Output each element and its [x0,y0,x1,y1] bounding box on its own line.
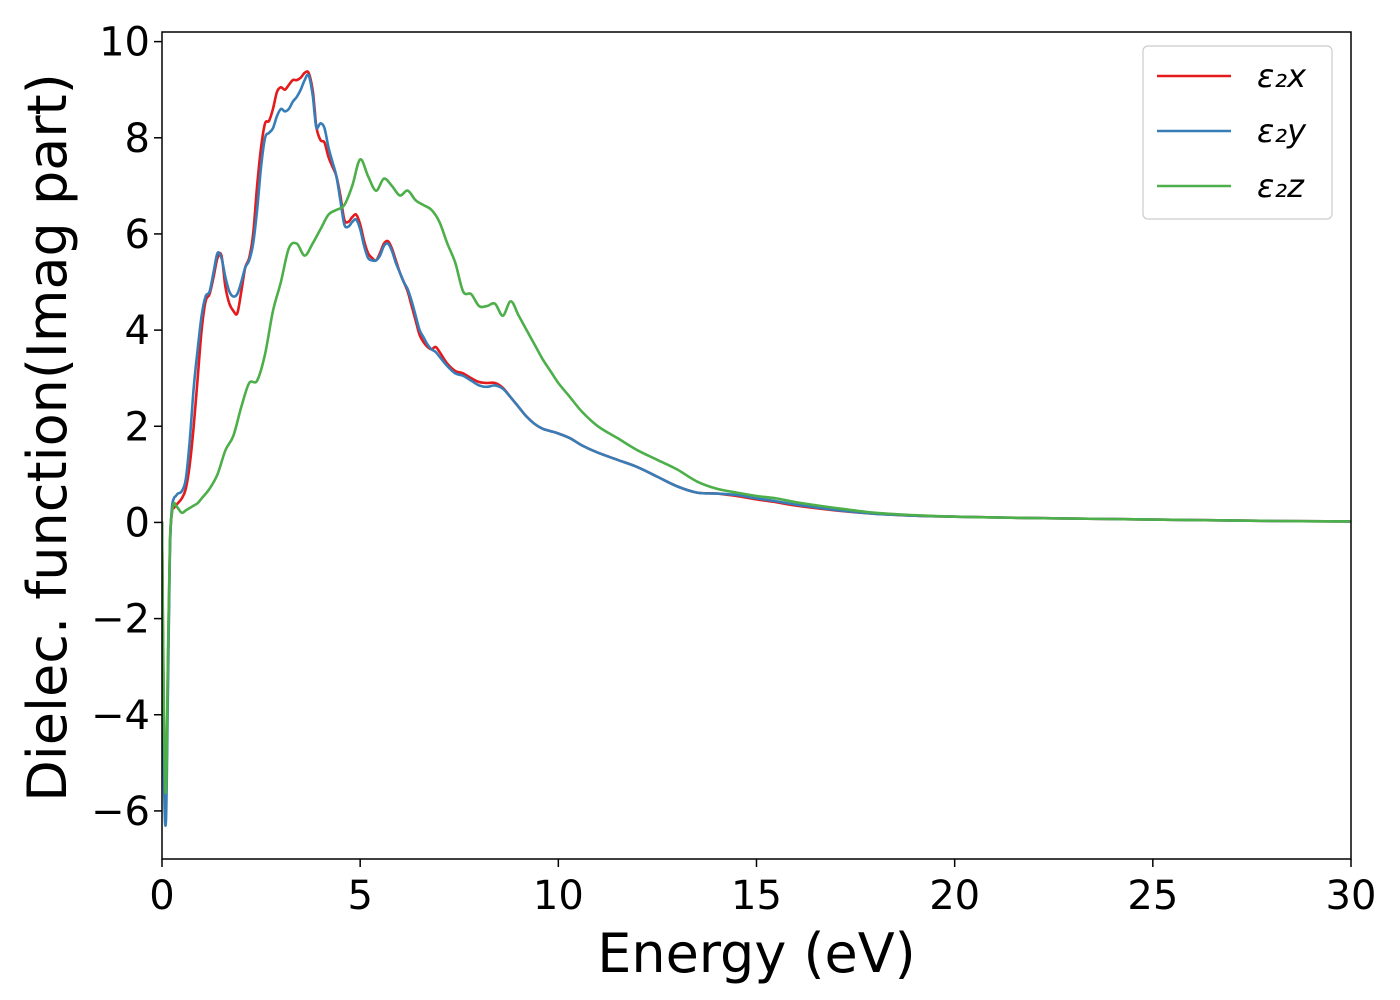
y-tick-label: −2 [91,597,150,643]
series-line-e2y [162,73,1351,827]
y-tick-label: 8 [125,116,150,162]
y-tick-label: −6 [91,789,150,835]
x-tick-label: 10 [533,873,584,919]
legend-label: ε₂x [1257,57,1307,95]
legend: ε₂x ε₂y ε₂z [1142,45,1333,220]
y-tick-label: 10 [99,20,150,66]
legend-entry-e2z: ε₂z [1157,167,1305,205]
x-tick-label: 5 [347,873,372,919]
x-tick-label: 15 [731,873,782,919]
y-tick-label: 0 [125,500,150,546]
y-tick-label: −4 [91,693,150,739]
y-tick-label: 6 [125,212,150,258]
x-tick-label: 30 [1326,873,1377,919]
plot-frame [161,31,1352,860]
x-tick-label: 25 [1127,873,1178,919]
legend-label: ε₂y [1257,112,1307,150]
x-axis-ticks: 0 5 10 15 20 25 30 [149,859,1376,919]
legend-entry-e2y: ε₂y [1157,112,1307,150]
legend-label: ε₂z [1257,167,1305,205]
y-axis-ticks: −6 −4 −2 0 2 4 6 8 10 [91,20,162,835]
x-axis-label: Energy (eV) [597,922,916,985]
y-tick-label: 4 [125,308,150,354]
x-tick-label: 20 [929,873,980,919]
plot-lines [162,70,1351,827]
legend-entry-e2x: ε₂x [1157,57,1307,95]
x-tick-label: 0 [149,873,174,919]
legend-box [1142,45,1333,220]
series-line-e2z [162,158,1351,795]
y-tick-label: 2 [125,404,150,450]
y-axis-label: Dielec. function(Imag part) [16,73,79,802]
